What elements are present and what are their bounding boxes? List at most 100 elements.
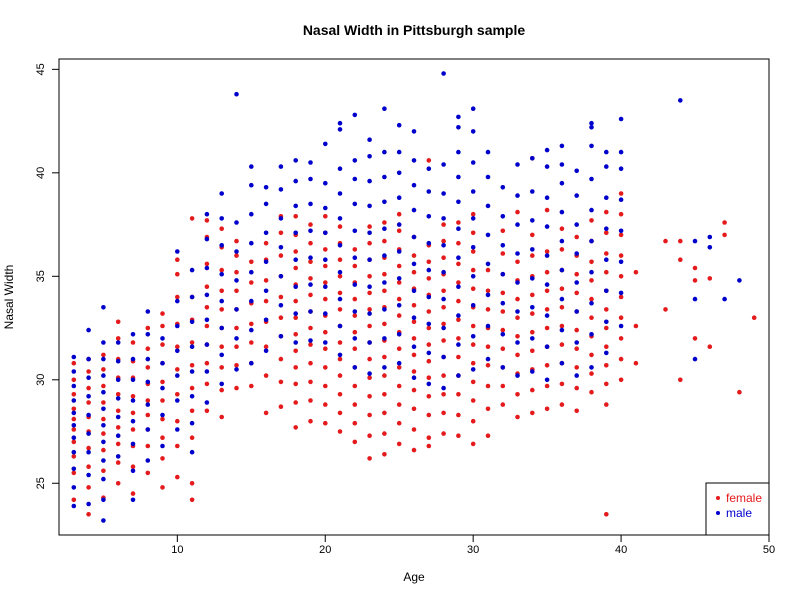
- point-female-236: [396, 365, 402, 370]
- point-female-17: [86, 385, 91, 391]
- point-male-317: [604, 149, 609, 155]
- point-female-269: [426, 276, 432, 281]
- point-female-233: [396, 420, 402, 426]
- point-female-339: [515, 209, 520, 215]
- point-male-37: [115, 358, 121, 364]
- point-male-112: [278, 334, 284, 339]
- point-female-302: [470, 360, 476, 366]
- point-female-37: [115, 336, 121, 341]
- point-female-301: [470, 379, 476, 385]
- point-female-349: [530, 232, 535, 238]
- point-female-314: [485, 363, 491, 368]
- point-male-294: [574, 309, 579, 314]
- point-female-151: [293, 249, 299, 254]
- point-female-253: [411, 319, 417, 325]
- point-male-156: [352, 282, 358, 287]
- point-male-281: [544, 164, 550, 169]
- point-male-126: [293, 158, 299, 163]
- data-points: [71, 71, 757, 523]
- point-female-372: [574, 385, 579, 391]
- point-male-132: [308, 201, 313, 207]
- point-male-10: [71, 354, 77, 360]
- point-male-120: [293, 311, 299, 316]
- point-female-49: [145, 443, 151, 449]
- point-male-204: [426, 350, 432, 356]
- point-male-74: [204, 400, 210, 405]
- point-male-32: [115, 454, 121, 459]
- point-female-286: [456, 433, 461, 439]
- point-female-108: [234, 363, 239, 368]
- point-female-391: [604, 512, 609, 517]
- point-female-420: [678, 238, 683, 244]
- point-male-288: [559, 209, 565, 215]
- point-female-122: [249, 259, 254, 265]
- point-male-278: [544, 253, 550, 258]
- point-male-287: [559, 238, 565, 244]
- point-female-411: [618, 211, 624, 217]
- point-male-111: [263, 185, 269, 190]
- point-female-309: [470, 230, 476, 236]
- point-male-103: [249, 182, 254, 188]
- point-male-298: [574, 193, 579, 198]
- point-female-112: [234, 288, 239, 294]
- point-male-13: [86, 449, 91, 455]
- point-female-30: [115, 460, 121, 465]
- point-male-134: [308, 160, 313, 165]
- point-female-394: [604, 363, 609, 368]
- point-female-79: [189, 435, 195, 441]
- point-female-139: [278, 230, 284, 236]
- point-male-303: [589, 269, 594, 275]
- point-male-321: [618, 228, 624, 234]
- point-female-189: [337, 257, 343, 263]
- point-male-5: [71, 423, 77, 428]
- point-female-333: [515, 352, 520, 358]
- point-male-250: [485, 149, 491, 155]
- point-female-264: [426, 358, 432, 364]
- point-male-119: [293, 340, 299, 345]
- point-male-325: [618, 116, 624, 122]
- point-female-158: [308, 342, 313, 347]
- legend-marker-male: [716, 511, 720, 515]
- point-male-25: [101, 423, 106, 428]
- point-female-6: [71, 406, 77, 412]
- point-male-302: [589, 300, 594, 306]
- point-female-136: [278, 294, 284, 300]
- point-male-4: [71, 435, 77, 441]
- point-male-65: [175, 249, 180, 254]
- point-female-304: [470, 323, 476, 329]
- point-female-267: [426, 309, 432, 314]
- point-male-110: [263, 201, 269, 207]
- point-female-200: [352, 296, 358, 302]
- point-female-133: [278, 356, 284, 362]
- point-female-395: [604, 344, 609, 350]
- point-male-55: [160, 412, 165, 418]
- point-male-309: [589, 120, 594, 126]
- point-male-98: [249, 327, 254, 333]
- point-female-417: [663, 238, 668, 244]
- point-female-163: [308, 259, 313, 265]
- point-male-233: [470, 367, 476, 372]
- point-male-121: [293, 284, 299, 290]
- point-female-279: [441, 321, 446, 327]
- point-female-320: [500, 402, 506, 407]
- point-female-106: [219, 226, 224, 231]
- point-male-136: [323, 311, 328, 316]
- point-female-247: [411, 427, 417, 432]
- point-female-33: [115, 408, 121, 414]
- point-male-182: [382, 106, 387, 111]
- point-male-320: [618, 259, 624, 265]
- point-female-260: [426, 435, 432, 441]
- point-male-99: [249, 298, 254, 304]
- point-female-321: [500, 383, 506, 389]
- point-female-409: [618, 253, 624, 258]
- point-female-248: [411, 406, 417, 412]
- point-male-95: [234, 220, 239, 225]
- point-female-218: [382, 452, 387, 457]
- point-female-123: [263, 410, 269, 416]
- point-female-60: [160, 416, 165, 422]
- point-female-343: [530, 348, 535, 354]
- point-female-245: [396, 211, 402, 217]
- point-male-138: [323, 257, 328, 263]
- point-male-277: [544, 282, 550, 287]
- point-male-88: [219, 216, 224, 221]
